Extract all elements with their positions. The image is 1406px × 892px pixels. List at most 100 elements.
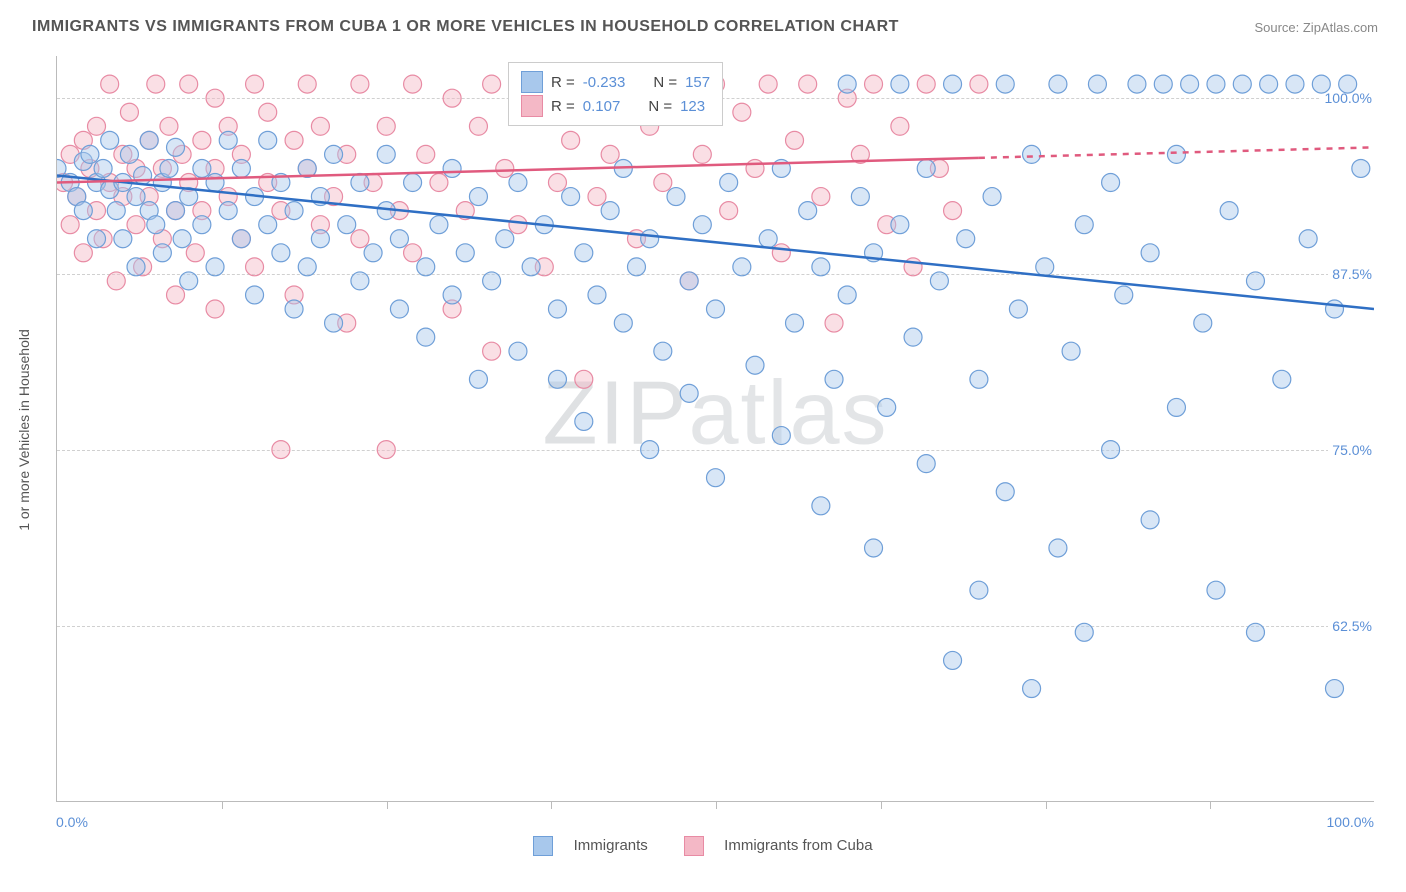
data-point [930,272,948,290]
data-point [838,286,856,304]
data-point [1246,272,1264,290]
data-point [1049,75,1067,93]
data-point [167,202,185,220]
data-point [483,75,501,93]
data-point [140,131,158,149]
data-point [285,131,303,149]
data-point [601,202,619,220]
data-point [1339,75,1357,93]
data-point [351,272,369,290]
data-point [891,117,909,135]
legend-n-value-1: 157 [685,74,710,91]
data-point [1075,216,1093,234]
bottom-swatch-1 [533,836,553,856]
data-point [865,75,883,93]
data-point [614,314,632,332]
data-point [601,145,619,163]
data-point [206,300,224,318]
data-point [206,89,224,107]
correlation-legend: R = -0.233 N = 157 R = 0.107 N = 123 [508,62,723,126]
data-point [390,230,408,248]
legend-swatch-1 [521,71,543,93]
data-point [88,230,106,248]
data-point [944,651,962,669]
data-point [298,258,316,276]
data-point [74,202,92,220]
data-point [1207,581,1225,599]
data-point [667,188,685,206]
data-point [1325,300,1343,318]
data-point [94,159,112,177]
data-point [61,216,79,234]
data-point [825,314,843,332]
data-point [193,159,211,177]
data-point [654,174,672,192]
chart-title: IMMIGRANTS VS IMMIGRANTS FROM CUBA 1 OR … [32,18,899,36]
data-point [812,258,830,276]
data-point [311,230,329,248]
data-point [996,75,1014,93]
data-point [917,455,935,473]
data-point [1049,539,1067,557]
data-point [786,131,804,149]
data-point [193,216,211,234]
data-point [88,117,106,135]
data-point [746,159,764,177]
data-point [338,216,356,234]
data-point [232,230,250,248]
data-point [127,258,145,276]
data-point [680,384,698,402]
data-point [509,216,527,234]
data-point [180,75,198,93]
data-point [680,272,698,290]
legend-r-value-1: -0.233 [583,74,626,91]
data-point [878,398,896,416]
source-attribution: Source: ZipAtlas.com [1254,20,1378,35]
legend-n-label-2: N = [648,98,672,115]
data-point [193,131,211,149]
data-point [81,145,99,163]
data-point [1325,680,1343,698]
data-point [707,300,725,318]
data-point [812,188,830,206]
data-point [996,483,1014,501]
legend-r-label-1: R = [551,74,575,91]
data-point [548,370,566,388]
data-point [917,75,935,93]
data-point [957,230,975,248]
data-point [891,216,909,234]
bottom-swatch-2 [684,836,704,856]
data-point [772,427,790,445]
data-point [1167,145,1185,163]
x-tick [1046,801,1047,809]
data-point [772,244,790,262]
data-point [759,230,777,248]
data-point [1220,202,1238,220]
data-point [799,202,817,220]
data-point [1299,230,1317,248]
data-point [259,216,277,234]
data-point [285,202,303,220]
data-point [1207,75,1225,93]
x-tick [881,801,882,809]
data-point [127,188,145,206]
data-point [641,441,659,459]
data-point [720,202,738,220]
data-point [983,188,1001,206]
data-point [733,258,751,276]
data-point [120,103,138,121]
data-point [575,370,593,388]
data-point [562,188,580,206]
data-point [364,244,382,262]
x-axis-max-label: 100.0% [1327,814,1374,830]
data-point [588,188,606,206]
data-point [904,328,922,346]
scatter-svg [57,56,1374,801]
data-point [259,131,277,149]
data-point [443,286,461,304]
data-point [390,300,408,318]
data-point [627,258,645,276]
data-point [1062,342,1080,360]
data-point [509,174,527,192]
data-point [1181,75,1199,93]
